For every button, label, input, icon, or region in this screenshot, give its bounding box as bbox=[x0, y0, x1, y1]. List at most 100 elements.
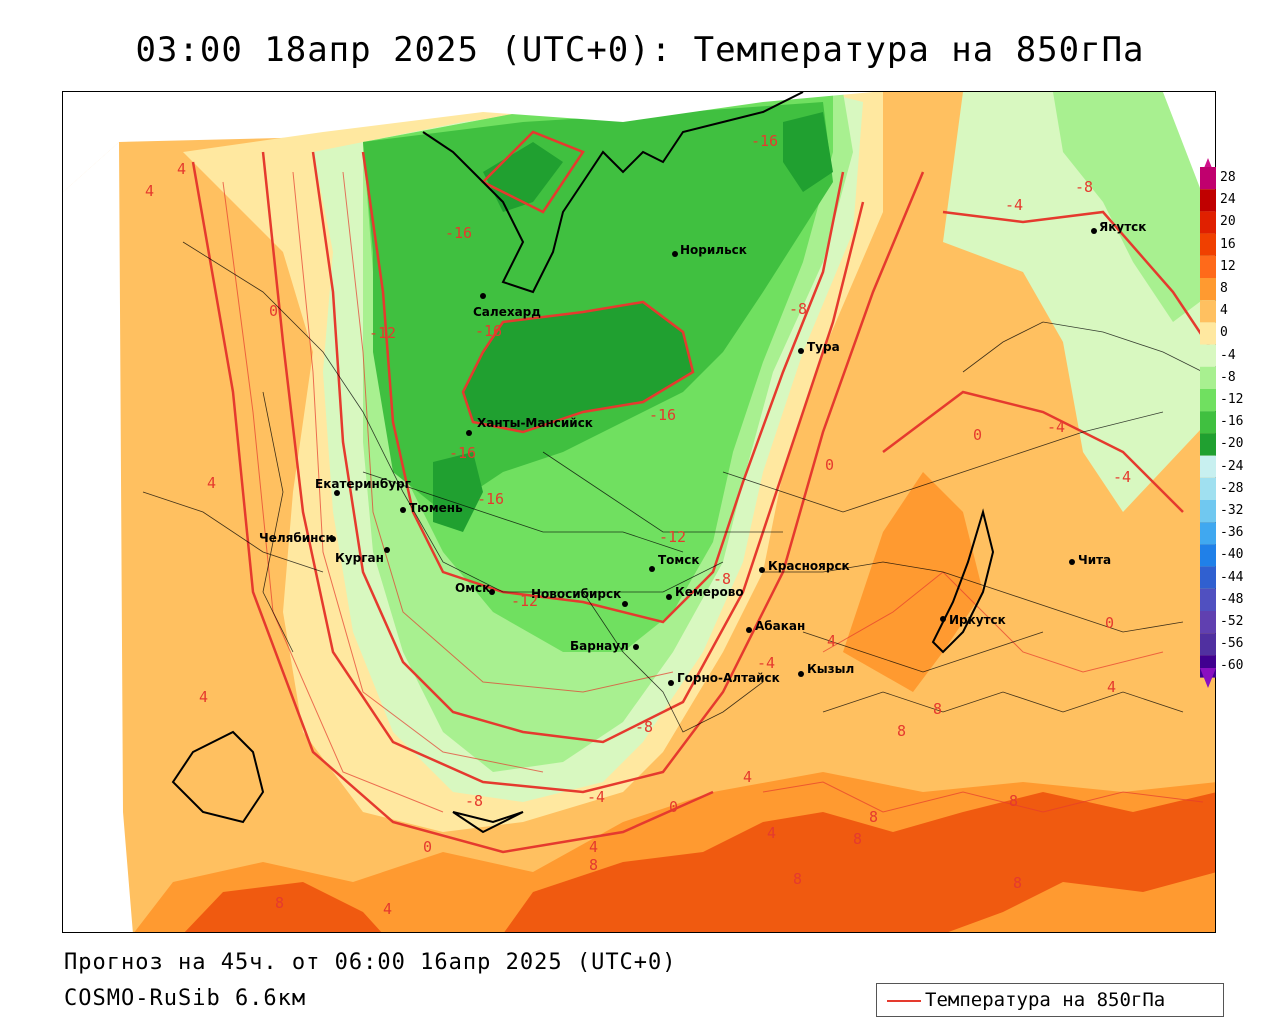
domain-edge-west bbox=[63, 92, 119, 192]
contour-label: 4 bbox=[199, 688, 208, 706]
city-salekhard: Салехард bbox=[473, 293, 541, 319]
colorbar-swatch bbox=[1200, 544, 1216, 567]
svg-text:Горно-Алтайск: Горно-Алтайск bbox=[677, 671, 780, 685]
colorbar-swatch bbox=[1200, 255, 1216, 278]
contour-label: 4 bbox=[589, 838, 598, 856]
domain-edge-south bbox=[63, 142, 133, 932]
city-kemerovo: Кемерово bbox=[666, 585, 744, 600]
contour-label: -4 bbox=[1047, 418, 1065, 436]
city-gorno-altaysk: Горно-Алтайск bbox=[668, 671, 780, 686]
contour-label: 8 bbox=[933, 700, 942, 718]
contour-label: -16 bbox=[751, 132, 778, 150]
colorbar-bottom-arrow bbox=[1200, 668, 1216, 688]
colorbar-swatch bbox=[1200, 455, 1216, 478]
contour-label: 8 bbox=[793, 870, 802, 888]
isotherms bbox=[191, 130, 1215, 854]
contour-label: 8 bbox=[275, 894, 284, 912]
contour-label: 8 bbox=[897, 722, 906, 740]
contour-label: 8 bbox=[1009, 792, 1018, 810]
colorbar-swatch bbox=[1200, 366, 1216, 389]
contour-label: -8 bbox=[713, 570, 731, 588]
svg-text:Томск: Томск bbox=[658, 553, 700, 567]
city-yakutsk: Якутск bbox=[1091, 220, 1146, 234]
colorbar-swatch bbox=[1200, 300, 1216, 323]
city-markers: Норильск Якутск Салехард Тура Ханты-Манс… bbox=[259, 220, 1146, 686]
temperature-map: Норильск Якутск Салехард Тура Ханты-Манс… bbox=[62, 91, 1216, 933]
colorbar: 28 24 20 16 12 8 4 0 -4 -8 -12 -16 -20 -24 -28 -32 -36 -4… bbox=[1198, 156, 1268, 690]
legend-label: Температура на 850гПа bbox=[925, 989, 1166, 1011]
arctic-sea bbox=[63, 92, 873, 122]
colorbar-swatch bbox=[1200, 477, 1216, 500]
colorbar-swatch bbox=[1200, 611, 1216, 634]
contour-label: 4 bbox=[827, 632, 836, 650]
city-novosibirsk: Новосибирск bbox=[531, 587, 628, 607]
contour-label: 0 bbox=[973, 426, 982, 444]
colorbar-tick-label: -24 bbox=[1220, 458, 1244, 474]
contour-label: 0 bbox=[825, 456, 834, 474]
colorbar-tick-label: 20 bbox=[1220, 214, 1236, 230]
svg-text:Иркутск: Иркутск bbox=[949, 613, 1006, 627]
colorbar-tick-label: 0 bbox=[1220, 325, 1228, 341]
map-canvas: Норильск Якутск Салехард Тура Ханты-Манс… bbox=[63, 92, 1215, 932]
svg-text:Абакан: Абакан bbox=[755, 619, 805, 633]
contour-label: -16 bbox=[449, 444, 476, 462]
colorbar-swatch bbox=[1200, 189, 1216, 212]
contour-label: 4 bbox=[177, 160, 186, 178]
colorbar-swatch bbox=[1200, 588, 1216, 611]
hot-zone-8 bbox=[184, 792, 1215, 932]
svg-text:Кемерово: Кемерово bbox=[675, 585, 744, 599]
contour-label: -16 bbox=[477, 490, 504, 508]
city-irkutsk: Иркутск bbox=[940, 613, 1006, 627]
contour-label: -8 bbox=[635, 718, 653, 736]
colorbar-tick-label: -12 bbox=[1220, 392, 1244, 407]
colorbar-swatch bbox=[1200, 433, 1216, 456]
contour-label: 8 bbox=[869, 808, 878, 826]
colorbar-tick-label: -4 bbox=[1220, 347, 1236, 363]
colorbar-tick-label: -40 bbox=[1220, 547, 1244, 563]
contour-label: -16 bbox=[649, 406, 676, 424]
city-tura: Тура bbox=[798, 340, 840, 354]
colorbar-swatch bbox=[1200, 389, 1216, 412]
colorbar-tick-label: 4 bbox=[1220, 303, 1228, 319]
colorbar-tick-label: 16 bbox=[1220, 236, 1236, 252]
contour-label: -16 bbox=[475, 322, 502, 340]
svg-text:Чита: Чита bbox=[1078, 553, 1111, 567]
city-kurgan: Курган bbox=[335, 547, 390, 565]
svg-text:Тура: Тура bbox=[807, 340, 840, 354]
colorbar-tick-label: -28 bbox=[1220, 480, 1244, 496]
contour-label: 0 bbox=[669, 798, 678, 816]
city-tyumen: Тюмень bbox=[400, 501, 463, 515]
colorbar-swatch bbox=[1200, 278, 1216, 301]
city-kyzyl: Кызыл bbox=[798, 662, 854, 677]
forecast-info: Прогноз на 45ч. от 06:00 16апр 2025 (UTC… bbox=[64, 950, 677, 975]
contour-label: 4 bbox=[767, 824, 776, 842]
contour-label: 4 bbox=[145, 182, 154, 200]
colorbar-tick-label: -52 bbox=[1220, 614, 1244, 629]
contour-label: 8 bbox=[1013, 874, 1022, 892]
contour-label: -4 bbox=[1113, 468, 1131, 486]
contour-label: 8 bbox=[589, 856, 598, 874]
colorbar-tick-label: -36 bbox=[1220, 525, 1244, 541]
svg-text:Новосибирск: Новосибирск bbox=[531, 587, 621, 601]
city-krasnoyarsk: Красноярск bbox=[759, 559, 850, 573]
svg-text:Якутск: Якутск bbox=[1099, 220, 1146, 234]
svg-text:Салехард: Салехард bbox=[473, 305, 541, 319]
colorbar-tick-label: 28 bbox=[1220, 170, 1236, 185]
contour-label: 0 bbox=[1105, 614, 1114, 632]
svg-text:Норильск: Норильск bbox=[680, 243, 747, 257]
colorbar-swatch bbox=[1200, 566, 1216, 589]
colorbar-swatch bbox=[1200, 344, 1216, 367]
contour-label: 0 bbox=[269, 302, 278, 320]
city-norilsk: Норильск bbox=[672, 243, 747, 257]
hot-zone-east bbox=[843, 472, 983, 692]
contour-label: -4 bbox=[587, 788, 605, 806]
colorbar-tick-label: 8 bbox=[1220, 281, 1228, 296]
colorbar-tick-label: -32 bbox=[1220, 503, 1244, 518]
svg-text:Тюмень: Тюмень bbox=[409, 501, 463, 515]
colorbar-swatch bbox=[1200, 522, 1216, 545]
city-ekaterinburg: Екатеринбург bbox=[315, 477, 411, 496]
city-abakan: Абакан bbox=[746, 619, 805, 633]
colorbar-tick-label: -60 bbox=[1220, 658, 1244, 674]
svg-text:Кызыл: Кызыл bbox=[807, 662, 854, 676]
contour-label: 4 bbox=[1107, 678, 1116, 696]
